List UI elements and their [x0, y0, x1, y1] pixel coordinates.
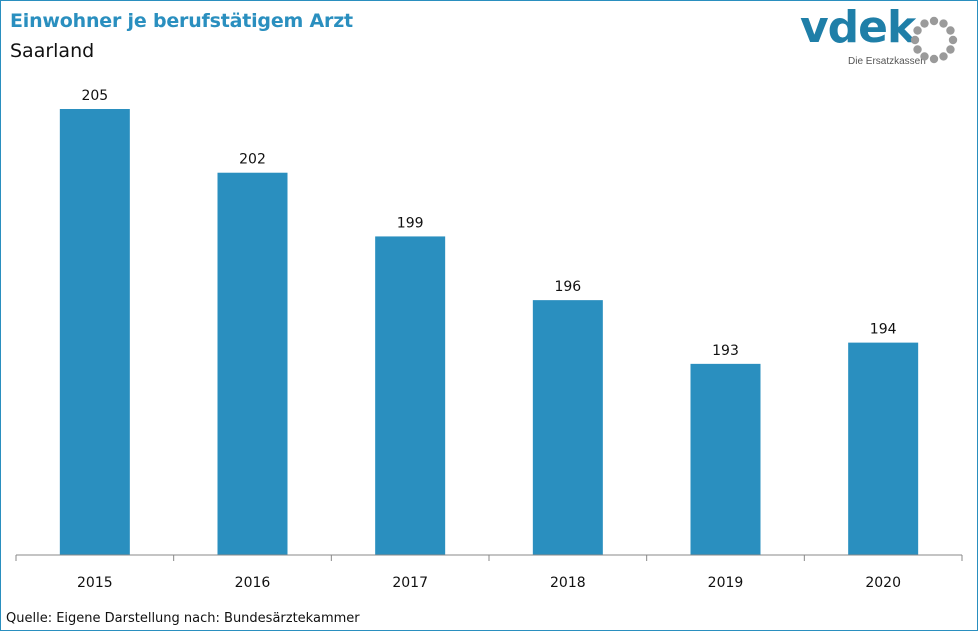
logo-ring-dot	[913, 45, 922, 54]
x-tick-label-2017: 2017	[392, 575, 428, 591]
x-tick-label-2019: 2019	[708, 575, 744, 591]
logo-ring-dot	[929, 16, 939, 26]
logo-ring-dot	[913, 26, 922, 35]
logo-ring-dot	[946, 26, 955, 35]
logo-ring-dot	[939, 19, 948, 28]
value-label-2019: 193	[712, 343, 739, 359]
value-label-2018: 196	[554, 279, 581, 295]
bar-2018	[532, 300, 603, 555]
logo-ring-dot	[946, 45, 955, 54]
logo-ring-dot	[910, 35, 920, 45]
x-tick-label-2016: 2016	[235, 575, 271, 591]
vdek-logo: vdek Die Ersatzkassen	[800, 2, 965, 72]
logo-ring-dot	[920, 52, 929, 61]
logo-ring-dot	[939, 52, 948, 61]
logo-ring-dot	[948, 35, 958, 45]
logo-ring-icon	[910, 16, 958, 64]
logo-tagline: Die Ersatzkassen	[848, 56, 926, 67]
bar-2020	[848, 342, 919, 555]
chart-title: Einwohner je berufstätigem Arzt	[10, 10, 353, 32]
source-note: Quelle: Eigene Darstellung nach: Bundesä…	[6, 611, 360, 626]
bar-2019	[690, 363, 761, 555]
value-label-2015: 205	[81, 88, 108, 104]
value-label-2017: 199	[397, 215, 424, 231]
value-label-2020: 194	[870, 322, 897, 338]
bar-2017	[375, 236, 446, 555]
bar-2015	[59, 109, 130, 555]
bar-2016	[217, 172, 288, 555]
x-tick-label-2020: 2020	[865, 575, 901, 591]
x-tick-label-2018: 2018	[550, 575, 586, 591]
logo-ring-dot	[929, 54, 939, 64]
x-tick-label-2015: 2015	[77, 575, 113, 591]
chart-subtitle: Saarland	[10, 40, 95, 62]
logo-wordmark: vdek	[800, 2, 916, 53]
value-label-2016: 202	[239, 152, 266, 168]
logo-ring-dot	[920, 19, 929, 28]
